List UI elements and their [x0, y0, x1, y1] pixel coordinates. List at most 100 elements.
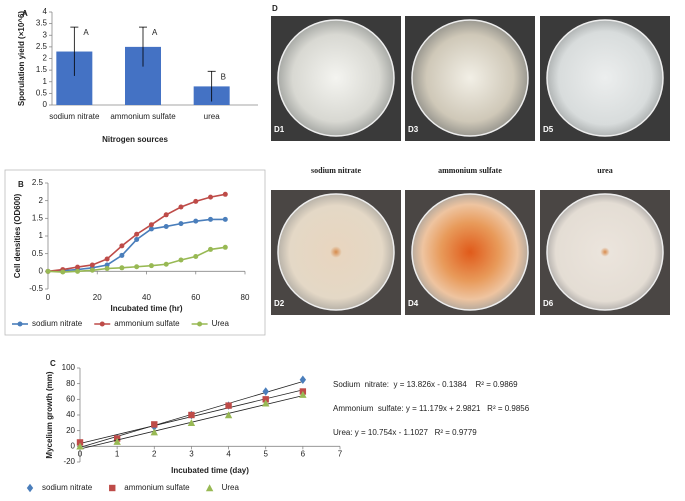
plate-label: D3	[408, 125, 419, 134]
marker	[104, 262, 110, 268]
marker	[148, 263, 154, 269]
plate-label: D2	[274, 299, 285, 308]
equation: Sodium nitrate: y = 13.826x - 0.1384 R² …	[333, 380, 518, 389]
x-tick-label: 0	[78, 449, 83, 458]
marker	[193, 253, 199, 259]
plate-caption: urea	[597, 166, 612, 175]
marker	[163, 261, 169, 267]
marker	[178, 221, 184, 227]
x-axis-label: Nitrogen sources	[102, 135, 168, 144]
marker	[222, 244, 228, 250]
plate-caption: ammonium sulfate	[438, 166, 502, 175]
y-tick-label: 1.5	[36, 65, 48, 74]
marker	[104, 256, 110, 262]
plate-caption: sodium nitrate	[311, 166, 361, 175]
marker	[89, 262, 95, 268]
y-tick-label: 1	[39, 231, 44, 240]
y-tick-label: 3.5	[36, 19, 48, 28]
y-tick-label: -20	[63, 457, 75, 466]
y-tick-label: 2.5	[36, 42, 48, 51]
y-tick-label: 60	[66, 394, 75, 403]
legend-label: Urea	[212, 319, 230, 328]
panel-label: D	[272, 4, 278, 13]
marker	[148, 222, 154, 228]
y-axis-label: Sporulation yield (×10^6)	[17, 11, 26, 106]
marker	[151, 421, 158, 428]
y-tick-label: 20	[66, 426, 75, 435]
marker	[89, 267, 95, 273]
legend-label: Urea	[222, 483, 240, 492]
series-line	[47, 218, 226, 273]
marker	[262, 396, 269, 403]
marker	[163, 212, 169, 218]
marker	[119, 243, 125, 249]
petri-dish	[411, 193, 529, 311]
marker	[197, 321, 203, 327]
x-tick-label: 80	[241, 293, 250, 302]
petri-dish	[277, 19, 395, 137]
marker	[262, 399, 270, 407]
x-tick-label: 1	[115, 449, 120, 458]
marker	[224, 411, 233, 419]
x-axis-label: Incubated time (day)	[171, 466, 249, 475]
y-tick-label: 4	[43, 7, 48, 16]
marker	[75, 264, 81, 270]
marker	[119, 252, 125, 258]
marker	[26, 483, 34, 493]
panel-label: A	[22, 9, 28, 18]
marker	[134, 264, 140, 270]
marker	[113, 437, 121, 445]
marker	[187, 419, 196, 427]
y-tick-label: 1.5	[32, 213, 44, 222]
significance-letter: B	[221, 72, 226, 81]
y-tick-label: 40	[66, 410, 75, 419]
y-tick-label: 2.5	[32, 178, 44, 187]
y-axis-label: Cell densities (OD600)	[13, 193, 22, 278]
panel-label: C	[50, 359, 56, 368]
significance-letter: A	[83, 28, 89, 37]
y-tick-label: 2	[43, 54, 48, 63]
legend-label: sodium nitrate	[42, 483, 93, 492]
x-tick-label: 2	[152, 449, 157, 458]
x-tick-label: 40	[142, 293, 151, 302]
x-tick-label: 4	[226, 449, 231, 458]
plate-label: D5	[543, 125, 554, 134]
y-tick-label: 0.5	[32, 249, 44, 258]
marker	[76, 439, 84, 446]
marker	[299, 390, 307, 398]
marker	[225, 402, 232, 409]
marker	[163, 223, 169, 229]
x-tick-label: 5	[263, 449, 268, 458]
marker	[76, 442, 84, 450]
x-tick-label: 0	[46, 293, 51, 302]
marker	[208, 194, 214, 200]
petri-dish	[546, 19, 664, 137]
x-tick-label: sodium nitrate	[49, 112, 100, 121]
legend-label: sodium nitrate	[32, 319, 83, 328]
marker	[208, 216, 214, 222]
marker	[222, 191, 228, 197]
marker	[75, 268, 81, 274]
marker	[150, 428, 158, 436]
legend-label: ammonium sulfate	[114, 319, 180, 328]
marker	[188, 411, 195, 419]
marker	[134, 237, 140, 243]
petri-dish	[411, 19, 529, 137]
y-tick-label: 0.5	[36, 88, 48, 97]
marker	[262, 387, 269, 396]
y-tick-label: 0	[39, 266, 44, 275]
equation: Ammonium sulfate: y = 11.179x + 2.9821 R…	[333, 404, 530, 413]
marker	[148, 226, 154, 232]
y-tick-label: 2	[39, 196, 44, 205]
panel-label: B	[18, 180, 24, 189]
x-tick-label: ammonium sulfate	[110, 112, 176, 121]
petri-dish	[546, 193, 664, 311]
marker	[60, 269, 66, 275]
x-tick-label: 7	[338, 449, 343, 458]
petri-dish	[277, 193, 395, 311]
y-tick-label: 1	[43, 77, 48, 86]
x-tick-label: 3	[189, 449, 194, 458]
x-axis-label: Incubated time (hr)	[110, 304, 182, 313]
x-tick-label: 6	[301, 449, 306, 458]
